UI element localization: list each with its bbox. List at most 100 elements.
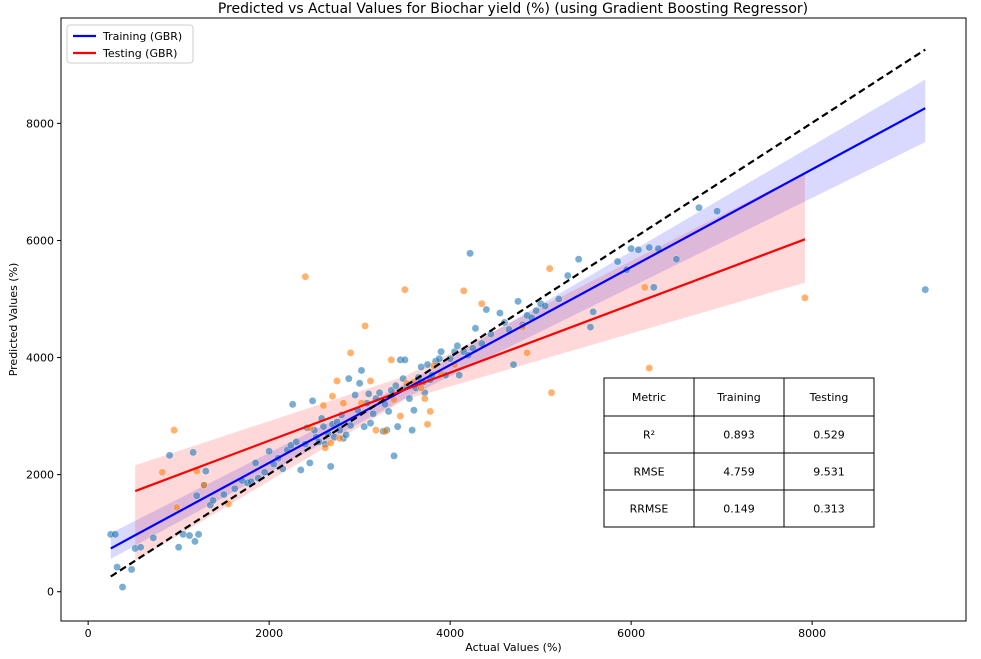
training-point <box>410 406 418 415</box>
testing-point <box>326 439 335 447</box>
testing-point <box>387 356 396 364</box>
testing-point <box>401 285 409 294</box>
testing-point <box>335 434 344 443</box>
training-point <box>165 451 174 460</box>
testing-point <box>459 286 468 295</box>
training-point <box>194 530 203 539</box>
table-cell <box>783 489 875 528</box>
table-cell-text: RMSE <box>633 466 664 479</box>
y-tick-label: 6000 <box>26 234 54 247</box>
x-tick-label: 4000 <box>436 627 464 640</box>
testing-point <box>426 407 435 416</box>
training-point <box>306 459 314 467</box>
training-point <box>541 302 550 310</box>
table-header-text: Metric <box>632 391 666 404</box>
training-point <box>613 257 622 266</box>
table-cell <box>693 415 785 454</box>
fit-line-testing <box>134 238 806 493</box>
training-point <box>466 249 474 258</box>
training-point <box>192 491 201 500</box>
training-point <box>423 360 432 369</box>
y-tick-label: 4000 <box>26 352 54 365</box>
table-cell-text: 4.759 <box>723 466 755 479</box>
training-point <box>672 255 681 264</box>
training-point <box>346 421 355 430</box>
y-tick-label: 8000 <box>26 117 54 130</box>
training-point <box>118 583 127 591</box>
plot-area <box>106 48 930 591</box>
table-header-text: Testing <box>809 391 849 404</box>
training-point <box>392 381 400 390</box>
training-point <box>695 203 703 212</box>
training-point <box>390 452 398 460</box>
training-point <box>351 391 359 399</box>
training-point <box>532 306 540 315</box>
training-point <box>326 462 335 471</box>
table-cell <box>693 452 785 491</box>
axes-frame <box>60 17 967 622</box>
training-point <box>260 468 269 477</box>
x-tick-label: 0 <box>85 627 92 640</box>
training-point <box>174 543 183 552</box>
testing-point <box>346 349 355 357</box>
table-cell-text: 0.893 <box>723 429 755 442</box>
identity-line <box>110 48 926 578</box>
training-point <box>627 244 636 253</box>
x-tick-label: 2000 <box>255 627 283 640</box>
testing-point <box>547 388 556 397</box>
training-point <box>287 441 295 450</box>
y-tick-label: 2000 <box>26 469 54 482</box>
training-point <box>366 419 375 427</box>
training-point <box>296 466 305 474</box>
testing-point <box>172 503 181 512</box>
training-point <box>554 295 563 303</box>
training-point <box>713 207 721 216</box>
training-point <box>437 347 445 356</box>
training-point <box>185 531 194 540</box>
training-point <box>921 285 930 294</box>
training-point <box>574 255 583 264</box>
testing-point <box>372 426 380 434</box>
table-cell-text: 9.531 <box>813 466 845 479</box>
training-point <box>509 360 518 369</box>
testing-point <box>423 420 432 429</box>
legend-box <box>66 24 194 64</box>
training-point <box>401 356 409 364</box>
training-point <box>136 543 145 552</box>
training-point <box>344 374 353 383</box>
training-point <box>288 400 297 409</box>
training-point <box>405 394 414 403</box>
testing-point <box>339 399 348 408</box>
legend-label: Testing (GBR) <box>102 47 177 60</box>
training-point <box>220 490 228 499</box>
table-cell-text: 0.529 <box>813 429 845 442</box>
training-point <box>201 467 210 475</box>
training-point <box>384 407 393 416</box>
testing-point <box>333 377 341 385</box>
testing-point <box>319 401 328 410</box>
training-point <box>127 565 136 574</box>
testing-point <box>361 322 369 330</box>
legend: Training (GBR) Testing (GBR) <box>66 24 194 64</box>
x-tick-label: 8000 <box>798 627 826 640</box>
training-point <box>319 422 328 431</box>
training-point <box>482 305 491 314</box>
training-point <box>251 459 260 467</box>
table-cell <box>603 489 695 528</box>
training-point <box>408 426 416 434</box>
training-point <box>292 438 301 446</box>
training-point <box>111 530 120 539</box>
training-point <box>113 563 121 571</box>
table-cell-text: RRMSE <box>630 503 669 516</box>
training-point <box>455 371 464 379</box>
training-point <box>514 297 522 306</box>
testing-point <box>477 299 486 308</box>
training-point <box>634 245 643 254</box>
training-point <box>496 309 504 317</box>
fit-line-training <box>110 107 926 550</box>
training-point <box>342 430 350 439</box>
table-cell <box>693 489 785 528</box>
x-tick-label: 6000 <box>617 627 645 640</box>
testing-point <box>523 349 531 357</box>
